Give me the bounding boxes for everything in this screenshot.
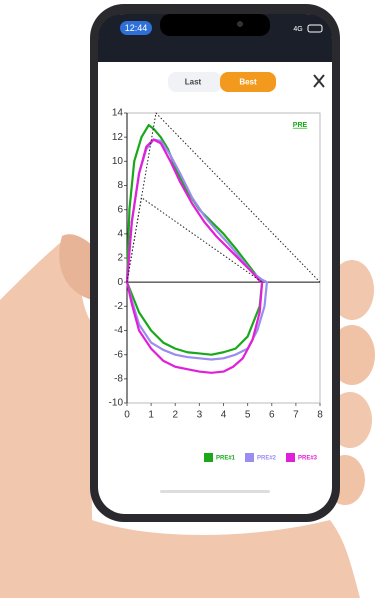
time-pill <box>120 21 152 35</box>
y-tick-label: 14 <box>112 108 124 119</box>
status-network: 4G <box>293 26 302 33</box>
y-tick-label: -2 <box>114 301 123 312</box>
thumb <box>59 234 92 300</box>
x-tick-label: 8 <box>317 410 323 421</box>
finger <box>330 260 374 320</box>
tab-label[interactable]: Best <box>239 78 257 87</box>
camera <box>237 21 243 27</box>
close-button[interactable] <box>313 74 325 88</box>
flow-volume-loop <box>125 138 269 361</box>
battery <box>307 24 323 33</box>
status-time: 12:44 <box>125 23 148 33</box>
legend-swatch <box>204 453 213 462</box>
home-indicator <box>160 490 270 493</box>
x-tick-label: 1 <box>148 410 154 421</box>
notch <box>160 14 270 36</box>
y-tick-label: 12 <box>112 132 124 143</box>
x-tick-label: 6 <box>269 410 275 421</box>
x-tick-label: 2 <box>172 410 178 421</box>
tab-label[interactable]: Last <box>185 78 202 87</box>
y-tick-label: 0 <box>117 277 123 288</box>
legend-label: PRE#1 <box>216 456 236 462</box>
annotation: PRE <box>293 122 308 129</box>
x-tick-label: 3 <box>197 410 203 421</box>
y-tick-label: 4 <box>117 228 123 239</box>
y-tick-label: -8 <box>114 373 123 384</box>
y-tick-label: -4 <box>114 325 123 336</box>
x-tick-label: 5 <box>245 410 251 421</box>
y-tick-label: 6 <box>117 204 123 215</box>
x-tick-label: 4 <box>221 410 227 421</box>
flow-volume-loop <box>125 123 264 356</box>
tab-best[interactable] <box>220 72 276 92</box>
legend-label: PRE#2 <box>257 456 277 462</box>
tab-last[interactable] <box>168 72 222 92</box>
reference-line <box>126 197 263 283</box>
legend-label: PRE#3 <box>298 456 318 462</box>
status-bar <box>98 14 332 62</box>
x-tick-label: 0 <box>124 410 130 421</box>
y-tick-label: 2 <box>117 253 123 264</box>
x-tick-label: 7 <box>293 410 299 421</box>
y-tick-label: 8 <box>117 180 123 191</box>
y-tick-label: -10 <box>109 398 124 409</box>
legend-swatch <box>245 453 254 462</box>
y-tick-label: 10 <box>112 156 124 167</box>
finger <box>329 325 375 385</box>
legend-swatch <box>286 453 295 462</box>
y-tick-label: -6 <box>114 349 123 360</box>
